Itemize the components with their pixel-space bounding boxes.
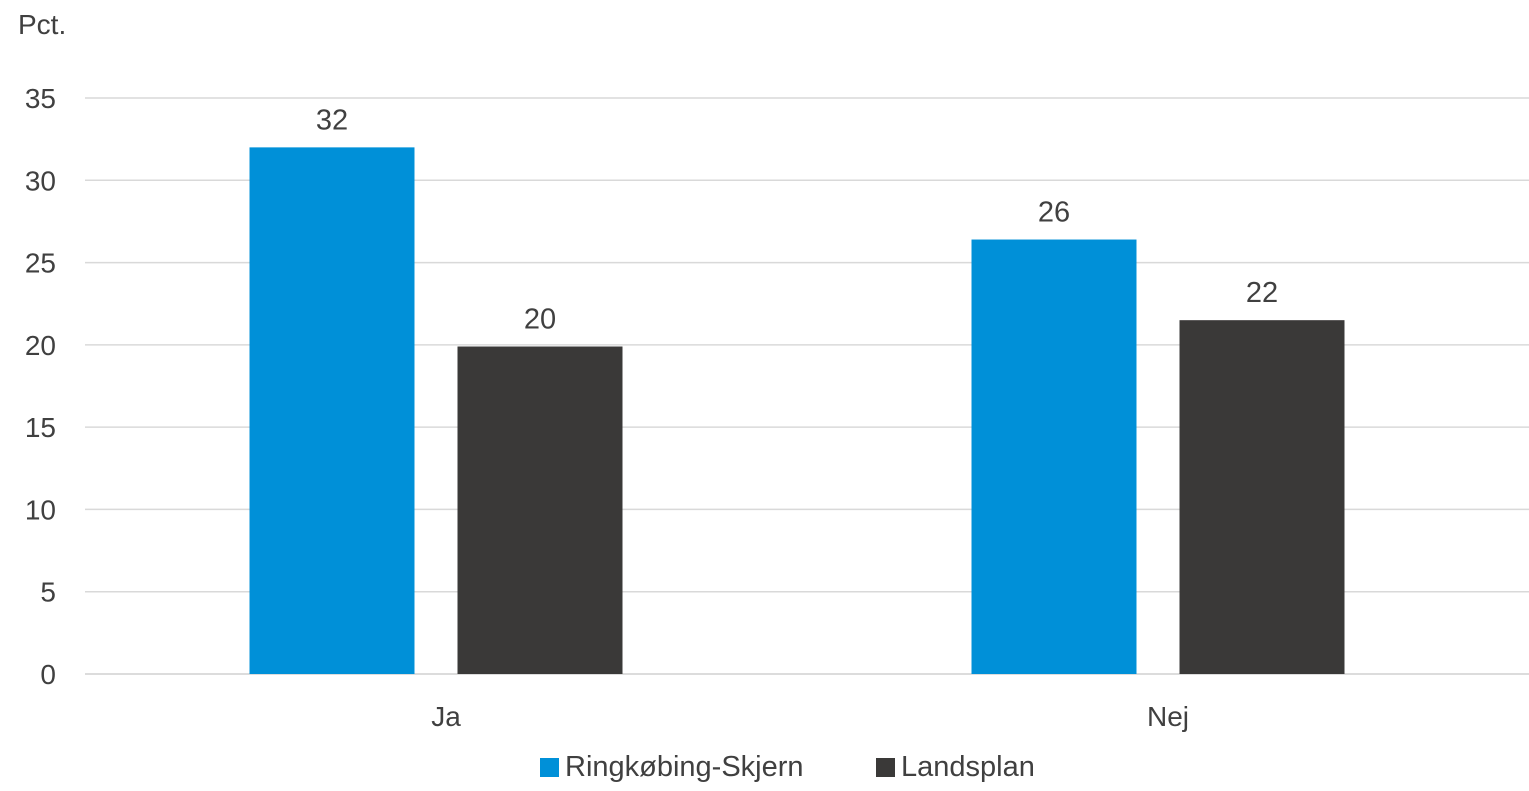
- bar-ringk-bing-skjern-nej: [971, 239, 1137, 674]
- bar-landsplan-nej: [1179, 320, 1345, 674]
- y-tick-label: 20: [25, 330, 56, 361]
- data-label: 32: [316, 104, 348, 136]
- y-tick-label: 35: [25, 83, 56, 114]
- legend-label: Landsplan: [901, 751, 1035, 783]
- data-label: 20: [524, 304, 556, 336]
- y-tick-label: 25: [25, 248, 56, 279]
- y-tick-label: 30: [25, 165, 56, 196]
- data-labels: 32 20 26 22: [316, 104, 1278, 335]
- y-tick-label: 0: [40, 659, 56, 690]
- y-axis-ticks: 0 5 10 15 20 25 30 35: [25, 83, 56, 690]
- bars: [249, 147, 1345, 674]
- data-label: 22: [1246, 277, 1278, 309]
- legend-label: Ringkøbing-Skjern: [565, 751, 804, 783]
- legend: Ringkøbing-Skjern Landsplan: [540, 751, 1035, 783]
- bar-ringk-bing-skjern-ja: [249, 147, 415, 674]
- data-label: 26: [1038, 197, 1070, 229]
- x-category-label: Ja: [431, 701, 461, 732]
- x-axis-categories: Ja Nej: [431, 701, 1189, 732]
- y-tick-label: 10: [25, 494, 56, 525]
- y-tick-label: 15: [25, 412, 56, 443]
- y-axis-unit-label: Pct.: [18, 9, 66, 40]
- y-tick-label: 5: [40, 577, 56, 608]
- legend-swatch: [540, 758, 559, 777]
- x-category-label: Nej: [1147, 701, 1189, 732]
- bar-landsplan-ja: [457, 346, 623, 674]
- legend-swatch: [876, 758, 895, 777]
